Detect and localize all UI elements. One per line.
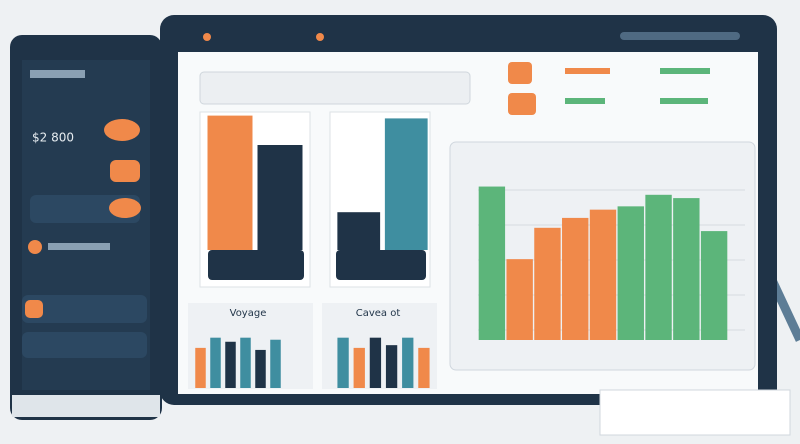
bar [195,347,206,388]
icon [508,62,532,84]
bar [270,339,281,388]
icon [28,240,42,254]
bar [534,227,561,340]
icon [104,119,140,141]
placeholder [48,243,110,250]
bar [562,217,589,340]
bar [506,259,533,340]
progress [565,68,610,74]
panel-label: Voyage [230,308,267,319]
card [22,295,147,323]
bar [210,337,221,388]
search [620,32,740,40]
icon [508,93,536,115]
bar [384,118,428,251]
bar [337,212,381,250]
progress [660,68,710,74]
panel-footer [336,250,426,280]
panel-label: Cavea ot [356,308,401,319]
dot [203,33,211,41]
bar [337,337,349,388]
bar [418,347,430,388]
bar [673,198,700,340]
paper [599,389,791,436]
bar [369,337,382,388]
icon [109,198,141,218]
panel-footer [208,250,304,280]
bar [402,337,414,388]
icon [110,160,140,182]
bar [257,145,303,250]
placeholder [30,70,85,78]
bar [589,209,617,340]
bar [645,194,672,340]
bar [240,337,251,388]
bar [617,206,644,340]
bar [478,186,506,340]
header-box [199,71,471,105]
dot [316,33,324,41]
progress [565,98,605,104]
progress [660,98,708,104]
bar [255,349,266,388]
bar [385,345,398,388]
phone-base [12,395,160,417]
bar [225,341,236,388]
bar [700,231,728,340]
bar [353,347,365,388]
icon [25,300,43,318]
bar [207,115,253,250]
sidebar-amount: $2 800 [32,131,74,145]
card [22,332,147,358]
